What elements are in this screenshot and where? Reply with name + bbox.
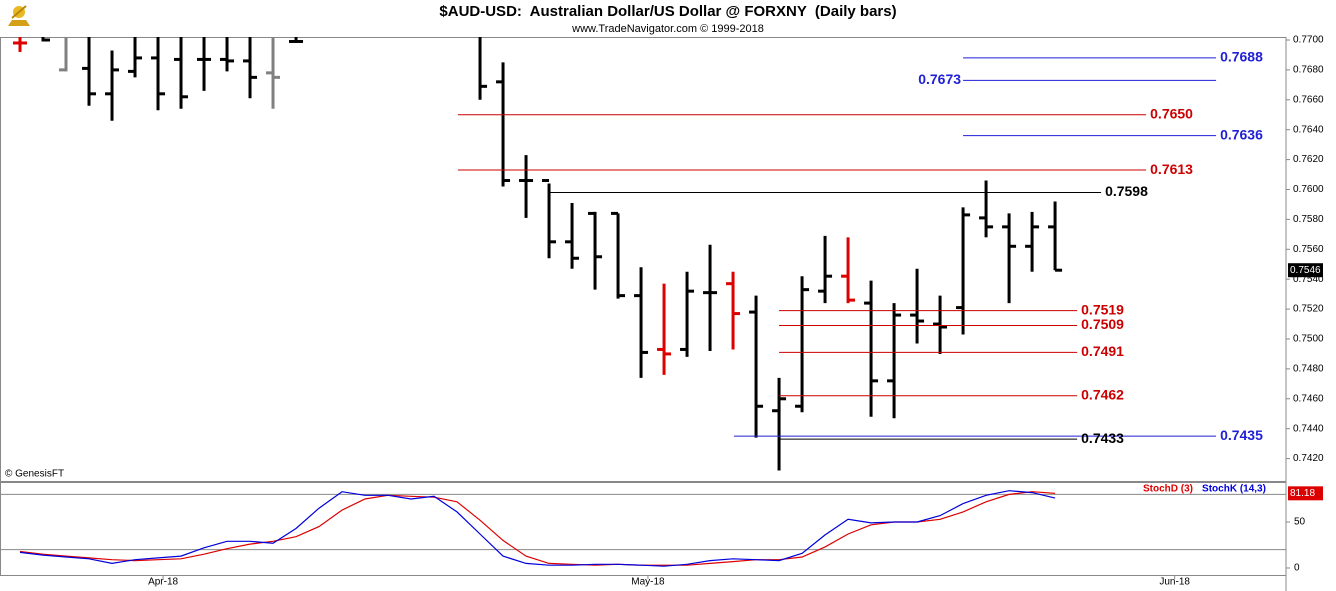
main-plot xyxy=(13,37,1217,471)
y-tick-label: 0.7660 xyxy=(1293,94,1324,105)
last-price-label: 0.7546 xyxy=(1290,265,1321,276)
level-label: 0.7462 xyxy=(1081,386,1124,402)
chart-subtitle: www.TradeNavigator.com © 1999-2018 xyxy=(571,23,764,35)
y-tick-label: 0 xyxy=(1294,563,1300,574)
stoch-line xyxy=(19,491,1056,566)
level-label: 0.7598 xyxy=(1105,183,1148,199)
level-label: 0.7688 xyxy=(1220,49,1263,65)
axes: 0.7420 0.7440 0.7460 0.7480 0.7500 0.7520 0.75… xyxy=(148,35,1324,588)
legend-entry: StochD (3) xyxy=(1143,484,1193,495)
y-tick-label: 0.7520 xyxy=(1293,304,1324,315)
y-tick-label: 0.7540 xyxy=(1293,274,1324,285)
y-tick-label: 0.7460 xyxy=(1293,393,1324,404)
y-tick-label: 0.7640 xyxy=(1293,124,1324,135)
x-tick-label: Jun-18 xyxy=(1159,577,1190,588)
last-price-box xyxy=(1288,263,1323,278)
y-tick-label: 0.7480 xyxy=(1293,364,1324,375)
y-tick-label: 0.7580 xyxy=(1293,214,1324,225)
stoch-line xyxy=(19,490,1056,567)
source-note: © GenesisFT xyxy=(5,469,64,480)
y-tick-label: 0.7680 xyxy=(1293,65,1324,76)
logo xyxy=(8,5,30,26)
level-label: 0.7613 xyxy=(1150,161,1193,177)
level-label: 0.7509 xyxy=(1081,316,1124,332)
y-tick-label: 0.7700 xyxy=(1293,35,1324,46)
x-tick-label: May-18 xyxy=(631,577,665,588)
level-label: 0.7650 xyxy=(1150,105,1193,121)
y-tick-label: 50 xyxy=(1294,517,1306,528)
y-tick-label: 0.7440 xyxy=(1293,423,1324,434)
last-value-label: 81.18 xyxy=(1290,488,1315,499)
x-tick-label: Apr-18 xyxy=(148,577,178,588)
chart-title: $AUD-USD: Australian Dollar/US Dollar @ … xyxy=(439,3,896,20)
level-label: 0.7519 xyxy=(1081,301,1124,317)
y-tick-label: 0.7600 xyxy=(1293,184,1324,195)
stoch-plot xyxy=(0,490,1286,567)
y-tick-label: 0.7420 xyxy=(1293,453,1324,464)
y-tick-label: 0.7620 xyxy=(1293,154,1324,165)
legend-entry: StochK (14,3) xyxy=(1202,484,1266,495)
level-label: 0.7491 xyxy=(1081,343,1124,359)
y-tick-label: 0.7500 xyxy=(1293,334,1324,345)
level-label: 0.7673 xyxy=(918,71,961,87)
level-label: 0.7433 xyxy=(1081,430,1124,446)
y-tick-label: 0.7560 xyxy=(1293,244,1324,255)
level-label: 0.7636 xyxy=(1220,126,1263,142)
last-value-box xyxy=(1288,486,1323,501)
level-label: 0.7435 xyxy=(1220,427,1263,443)
